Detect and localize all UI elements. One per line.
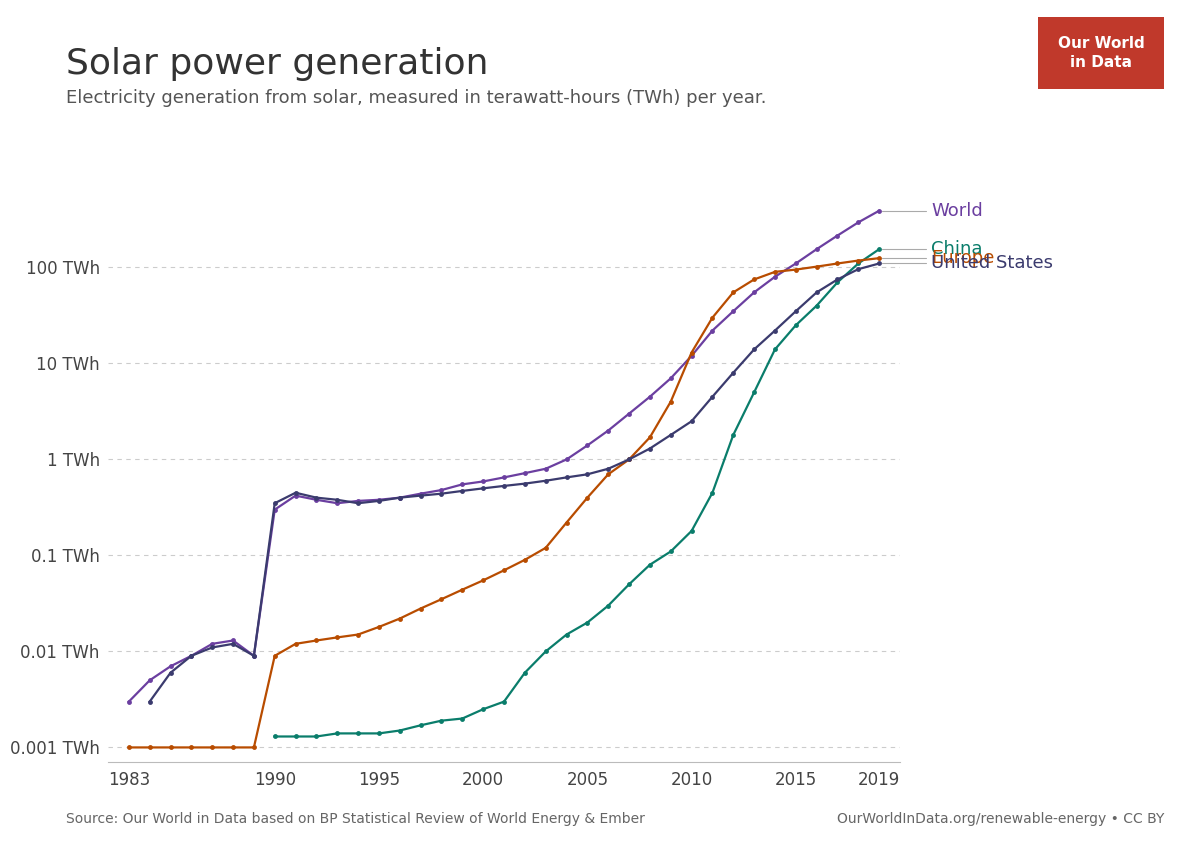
Text: Source: Our World in Data based on BP Statistical Review of World Energy & Ember: Source: Our World in Data based on BP St…	[66, 811, 644, 826]
Text: OurWorldInData.org/renewable-energy • CC BY: OurWorldInData.org/renewable-energy • CC…	[836, 811, 1164, 826]
Text: Electricity generation from solar, measured in terawatt-hours (TWh) per year.: Electricity generation from solar, measu…	[66, 89, 767, 107]
Text: World: World	[882, 202, 983, 219]
Text: Solar power generation: Solar power generation	[66, 47, 488, 80]
Text: Our World
in Data: Our World in Data	[1057, 36, 1145, 70]
Text: United States: United States	[882, 254, 1054, 273]
Text: China: China	[882, 241, 983, 258]
Text: Europe: Europe	[882, 249, 995, 267]
